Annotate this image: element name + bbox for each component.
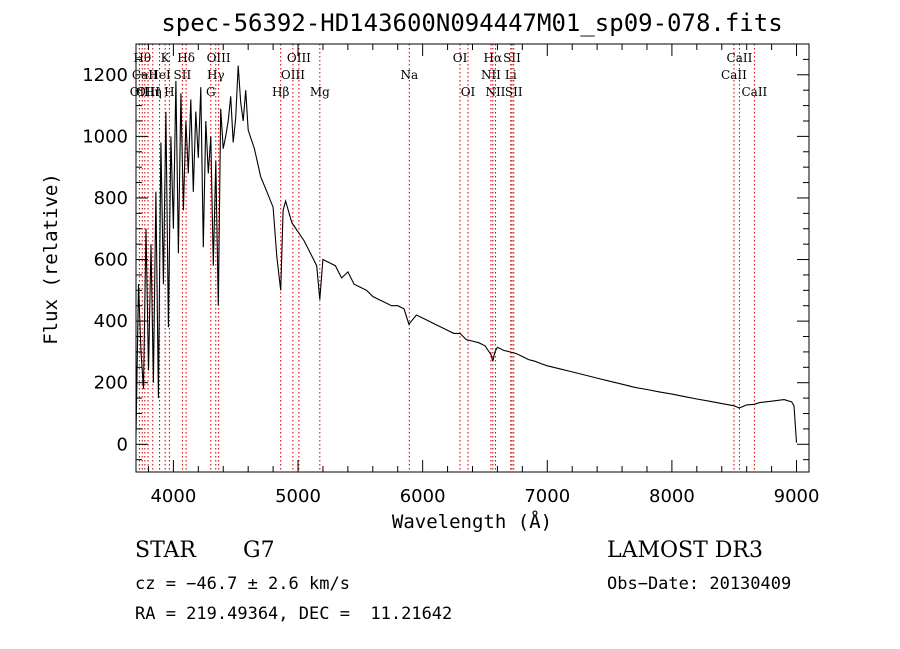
y-tick-label: 1200 — [82, 65, 128, 86]
spectral-line-label: OI — [453, 51, 468, 65]
spectral-line-label: NII — [481, 68, 501, 82]
x-tick-label: 4000 — [150, 486, 196, 507]
y-tick-label: 400 — [94, 311, 128, 332]
x-tick-label: 8000 — [649, 486, 695, 507]
x-tick-label: 7000 — [524, 486, 570, 507]
spectral-line-label: Hδ — [177, 51, 195, 65]
y-tick-label: 200 — [94, 373, 128, 394]
y-tick-label: 800 — [94, 188, 128, 209]
x-axis-label: Wavelength (Å) — [392, 510, 552, 533]
y-tick-label: 1000 — [82, 126, 128, 147]
spectral-line-label: CaII — [727, 51, 753, 65]
spectral-line-label: OIII — [281, 68, 305, 82]
spectral-line-label: G — [206, 85, 216, 99]
spectral-line-label: CaII — [721, 68, 747, 82]
spectral-line-label: SII — [503, 51, 521, 65]
spectral-line-label: CaII — [741, 85, 767, 99]
spectral-line-label: OIII — [287, 51, 311, 65]
spectral-line-label: Li — [505, 68, 517, 82]
plot-frame — [135, 43, 810, 473]
x-tick-label: 6000 — [400, 486, 446, 507]
spectral-line-label: SII — [505, 85, 523, 99]
spectral-line-label: K — [161, 51, 171, 65]
x-tick-label: 5000 — [275, 486, 321, 507]
x-axis: 4000 5000 6000 7000 8000 9000 — [147, 44, 820, 507]
spectral-line-label: Hθ — [133, 51, 151, 65]
y-axis: 0 200 400 600 800 1000 1200 — [82, 58, 809, 461]
spectral-line-label: NII — [485, 85, 505, 99]
spectral-line-label: OIII — [207, 51, 231, 65]
spectrum-line — [135, 65, 798, 443]
spectral-line-label: HeI — [148, 68, 171, 82]
spectral-line-markers: OIIHθCaIIOIIIHηHeIKHSIIHδGHγOIIIHβOIIIOI… — [130, 44, 768, 472]
object-class: STAR — [135, 538, 196, 563]
object-subclass: G7 — [243, 538, 275, 563]
chart-title: spec-56392-HD143600N094447M01_sp09-078.f… — [161, 9, 782, 37]
spectral-line-label: H — [164, 85, 174, 99]
spectral-line-label: OI — [461, 85, 476, 99]
y-axis-label: Flux (relative) — [40, 173, 62, 345]
redshift-cz: cz = −46.7 ± 2.6 km/s — [135, 574, 350, 594]
x-tick-label: 9000 — [774, 486, 820, 507]
y-tick-label: 600 — [94, 250, 128, 271]
spectral-line-label: OIII — [136, 85, 160, 99]
survey-name: LAMOST DR3 — [607, 538, 763, 563]
y-tick-label: 0 — [117, 434, 128, 455]
spectral-line-label: Hα — [484, 51, 503, 65]
spectral-line-label: Hβ — [272, 85, 289, 99]
coordinates: RA = 219.49364, DEC = 11.21642 — [135, 604, 453, 624]
spectral-line-label: SII — [174, 68, 192, 82]
observation-date: Obs−Date: 20130409 — [607, 574, 792, 594]
spectral-line-label: Hη — [144, 85, 162, 99]
spectral-line-label: Mg — [310, 85, 330, 99]
spectral-line-label: Na — [400, 68, 418, 82]
spectral-line-label: Hγ — [207, 68, 225, 82]
